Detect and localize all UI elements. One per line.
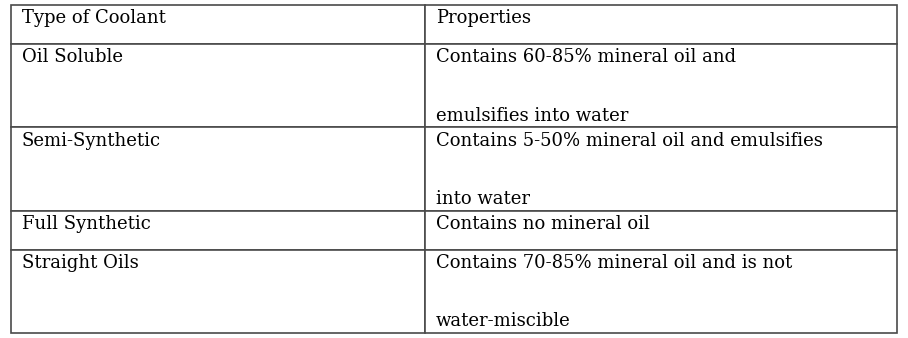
Bar — [11, 127, 425, 211]
Bar — [425, 44, 897, 127]
Bar — [425, 127, 897, 211]
Text: Contains 70-85% mineral oil and is not

water-miscible: Contains 70-85% mineral oil and is not w… — [436, 254, 792, 330]
Text: Contains 5-50% mineral oil and emulsifies

into water: Contains 5-50% mineral oil and emulsifie… — [436, 131, 823, 208]
Text: Straight Oils: Straight Oils — [22, 254, 139, 272]
Text: Properties: Properties — [436, 9, 530, 27]
Bar — [11, 211, 425, 250]
Bar — [425, 250, 897, 333]
Text: Full Synthetic: Full Synthetic — [22, 215, 151, 233]
Bar — [11, 5, 425, 44]
Text: Contains no mineral oil: Contains no mineral oil — [436, 215, 649, 233]
Bar — [425, 211, 897, 250]
Text: Contains 60-85% mineral oil and

emulsifies into water: Contains 60-85% mineral oil and emulsifi… — [436, 48, 735, 125]
Bar — [11, 44, 425, 127]
Text: Oil Soluble: Oil Soluble — [22, 48, 123, 67]
Bar — [425, 5, 897, 44]
Text: Type of Coolant: Type of Coolant — [22, 9, 165, 27]
Text: Semi-Synthetic: Semi-Synthetic — [22, 131, 161, 149]
Bar — [11, 250, 425, 333]
